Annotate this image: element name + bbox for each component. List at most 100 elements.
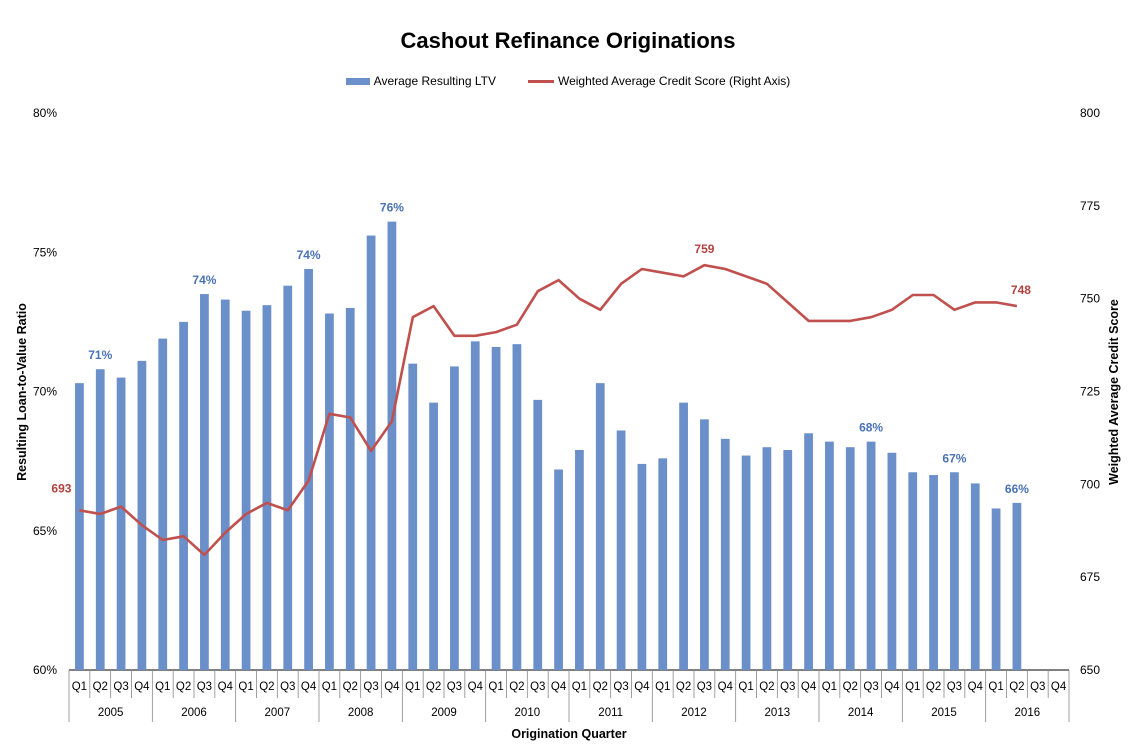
legend-label-credit-score: Weighted Average Credit Score (Right Axi… xyxy=(557,74,791,88)
bar xyxy=(220,299,230,670)
bar xyxy=(804,433,813,670)
y2-tick-label: 775 xyxy=(1080,199,1100,213)
bar xyxy=(991,508,1001,670)
x-tick-label-quarter: Q2 xyxy=(1009,681,1024,693)
x-tick-label-quarter: Q3 xyxy=(947,681,962,693)
x-tick-label-quarter: Q1 xyxy=(488,681,503,693)
bar xyxy=(429,402,438,670)
bar xyxy=(470,341,480,670)
bar xyxy=(304,268,313,670)
x-tick-label-quarter: Q3 xyxy=(113,681,128,693)
x-tick-label-quarter: Q3 xyxy=(780,681,795,693)
bar xyxy=(575,449,584,670)
legend: Average Resulting LTV Weighted Average C… xyxy=(0,74,1136,88)
y2-axis-title: Weighted Average Credit Score xyxy=(1107,299,1121,485)
x-tick-label-quarter: Q2 xyxy=(843,681,858,693)
y-tick-label: 65% xyxy=(33,524,57,538)
line-data-label: 693 xyxy=(51,481,71,495)
y2-tick-label: 800 xyxy=(1080,106,1100,120)
legend-label-ltv: Average Resulting LTV xyxy=(373,74,496,88)
chart-title: Cashout Refinance Originations xyxy=(400,28,736,53)
x-tick-label-quarter: Q2 xyxy=(926,681,941,693)
bar xyxy=(783,449,793,670)
bar xyxy=(616,430,626,670)
x-tick-label-quarter: Q4 xyxy=(884,681,900,693)
bar xyxy=(679,402,688,670)
x-tick-label-quarter: Q4 xyxy=(134,681,150,693)
bar xyxy=(241,310,251,670)
bar xyxy=(720,438,730,670)
bar xyxy=(450,366,459,670)
line-series xyxy=(79,263,1018,557)
x-tick-label-quarter: Q1 xyxy=(988,681,1003,693)
x-tick-label-quarter: Q3 xyxy=(1030,681,1045,693)
bar xyxy=(595,383,605,670)
x-tick-label-quarter: Q4 xyxy=(551,681,567,693)
y2-tick-label: 675 xyxy=(1080,570,1100,584)
x-tick-label-quarter: Q2 xyxy=(676,681,691,693)
x-tick-label-year: 2007 xyxy=(265,707,291,719)
x-tick-label-quarter: Q1 xyxy=(238,681,253,693)
x-tick-label-quarter: Q3 xyxy=(613,681,628,693)
bar xyxy=(762,447,772,670)
x-tick-label-quarter: Q3 xyxy=(697,681,712,693)
y-axis-title: Resulting Loan-to-Value Ratio xyxy=(15,303,29,481)
bar xyxy=(116,377,126,670)
x-tick-label-year: 2011 xyxy=(598,707,623,719)
x-tick-label-quarter: Q3 xyxy=(447,681,462,693)
x-tick-label-quarter: Q1 xyxy=(572,681,587,693)
x-tick-label-quarter: Q4 xyxy=(718,681,734,693)
x-tick-label-quarter: Q4 xyxy=(634,681,650,693)
x-tick-label-quarter: Q1 xyxy=(738,681,753,693)
bar xyxy=(533,399,543,670)
bar-data-label: 66% xyxy=(1005,482,1029,496)
bar xyxy=(345,307,355,670)
bar xyxy=(262,305,272,670)
y-tick-label: 70% xyxy=(33,385,57,399)
x-tick-label-quarter: Q1 xyxy=(822,681,837,693)
x-tick-label-quarter: Q2 xyxy=(343,681,358,693)
bar xyxy=(1012,502,1022,670)
x-tick-label-quarter: Q2 xyxy=(426,681,441,693)
bar xyxy=(408,363,418,670)
x-tick-label-year: 2005 xyxy=(98,707,124,719)
bar xyxy=(866,441,876,670)
x-tick-label-year: 2012 xyxy=(681,707,707,719)
x-tick-label-quarter: Q1 xyxy=(905,681,920,693)
bar xyxy=(325,313,334,670)
bar xyxy=(950,472,959,670)
bar xyxy=(637,463,647,670)
bar xyxy=(283,285,293,670)
x-tick-label-year: 2015 xyxy=(931,707,957,719)
bar xyxy=(200,294,209,670)
bar xyxy=(700,419,709,670)
x-tick-label-quarter: Q1 xyxy=(655,681,670,693)
legend-item-ltv: Average Resulting LTV xyxy=(345,74,496,88)
x-tick-label-quarter: Q3 xyxy=(280,681,295,693)
x-tick-label-year: 2008 xyxy=(348,707,374,719)
x-tick-label-year: 2009 xyxy=(431,707,457,719)
credit-score-line xyxy=(79,263,1018,557)
y-tick-label: 60% xyxy=(33,663,57,677)
bar xyxy=(929,475,938,670)
x-tick-label-quarter: Q1 xyxy=(405,681,420,693)
x-tick-label-quarter: Q2 xyxy=(593,681,608,693)
bar-data-label: 74% xyxy=(192,273,216,287)
bar xyxy=(658,458,668,670)
y2-tick-label: 725 xyxy=(1080,385,1100,399)
x-tick-label-quarter: Q4 xyxy=(384,681,400,693)
x-tick-label-quarter: Q1 xyxy=(322,681,337,693)
bar xyxy=(908,472,918,670)
x-tick-label-quarter: Q3 xyxy=(530,681,545,693)
x-tick-label-quarter: Q2 xyxy=(759,681,774,693)
bar-data-label: 68% xyxy=(859,421,883,435)
x-tick-label-quarter: Q4 xyxy=(968,681,984,693)
bar xyxy=(491,346,501,670)
x-tick-label-quarter: Q4 xyxy=(301,681,317,693)
x-tick-label-quarter: Q4 xyxy=(801,681,817,693)
x-axis-title: Origination Quarter xyxy=(511,727,626,741)
bar-series xyxy=(75,221,1022,671)
x-tick-label-quarter: Q2 xyxy=(176,681,191,693)
legend-item-credit-score: Weighted Average Credit Score (Right Axi… xyxy=(527,74,791,88)
